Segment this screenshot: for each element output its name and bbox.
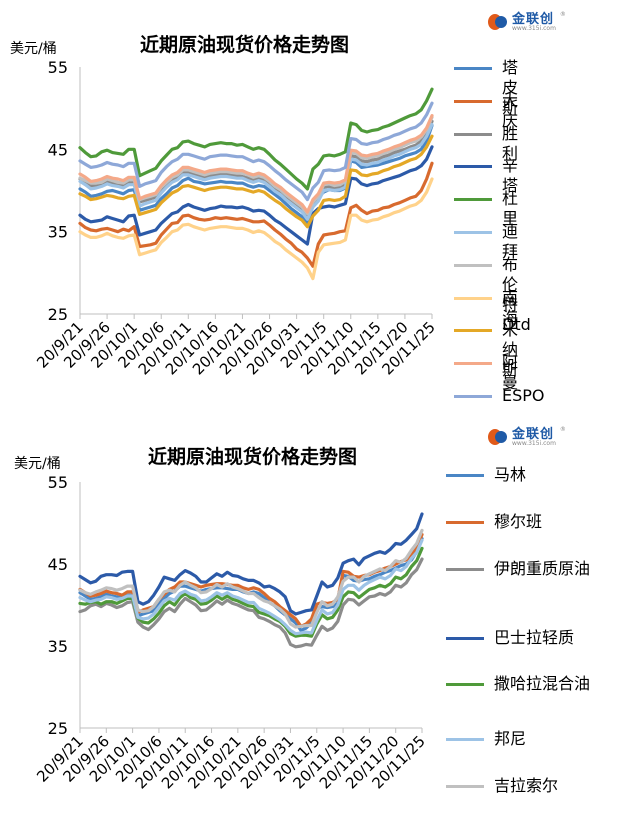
logo-text: 金联创 [512,426,555,442]
legend-item: 辛塔 [454,156,518,196]
legend-label: 穆尔班 [494,512,543,531]
logo-url: www.315i.com [512,439,556,447]
legend-label: 吉拉索尔 [494,776,559,795]
legend-item: 米纳斯 [454,320,518,380]
y-tick-label: 25 [48,305,68,324]
legend-item: 杜里 [454,189,518,229]
series-line [78,101,434,202]
logo-mark-icon [488,427,508,447]
legend-swatch [454,296,492,300]
brand-logo: 金联创 www.315i.com ® [488,425,566,447]
series-line [78,122,434,221]
legend-swatch [454,362,492,366]
legend-swatch [454,67,492,70]
legend-label: 撒哈拉混合油 [494,674,591,693]
y-tick-label: 25 [48,719,68,738]
legend-item: 马林 [446,465,614,488]
legend-label: 马林 [494,465,527,484]
legend-swatch [446,683,484,686]
legend-label: 杜里 [502,189,519,229]
legend-label: 大庆 [502,90,519,130]
logo-text: 金联创 [512,11,555,27]
logo-registered-mark: ® [559,425,566,433]
legend-swatch [454,395,492,398]
legend-item: 吉拉索尔 [446,776,614,799]
legend-label: 辛塔 [502,156,519,196]
series-line [78,512,424,616]
y-tick-label: 45 [48,140,68,159]
legend-label: 胜利 [502,123,519,163]
y-tick-label: 35 [48,223,68,242]
legend-swatch [454,231,492,234]
series-line [78,145,434,246]
logo-registered-mark: ® [559,10,566,18]
legend-item: 塔皮斯 [454,58,518,118]
series-line [78,161,434,268]
legend-item: ESPO [454,386,545,406]
legend-swatch [454,99,492,103]
legend-swatch [446,474,484,477]
y-axis-unit: 美元/桶 [10,41,57,57]
legend-item: 撒哈拉混合油 [446,674,614,697]
chart-panel-1: 近期原油现货价格走势图 美元/桶 金联创 www.315i.com ® 25 35… [0,0,620,410]
legend-swatch [454,165,492,169]
y-axis-unit: 美元/桶 [14,456,61,472]
legend-item: 巴士拉轻质 [446,628,614,651]
logo-mark-icon [488,12,508,32]
legend-item: 南海 [454,288,518,328]
legend-swatch [446,637,484,640]
series-line [78,528,424,629]
legend-label: 迪拜 [502,222,519,261]
legend-swatch [446,521,484,524]
legend-item: 大庆 [454,91,518,131]
brand-logo: 金联创 www.315i.com ® [488,10,566,32]
legend-item: 邦尼 [446,729,614,752]
legend-item: 穆尔班 [446,512,614,535]
legend-label: 米纳斯 [502,320,519,380]
legend-label: 南海 [502,287,519,327]
series-line [78,113,434,214]
chart-title: 近期原油现货价格走势图 [140,34,350,56]
legend-swatch [454,198,492,202]
legend-label: 布伦特Dtd [502,254,531,334]
chart-title: 近期原油现货价格走势图 [148,446,358,468]
legend-label: ESPO [502,386,545,405]
legend-item: 迪拜 [454,222,518,262]
legend-swatch [454,263,492,267]
chart-panel-2: 近期原油现货价格走势图 美元/桶 金联创 www.315i.com ® 25 35… [0,413,620,826]
y-tick-label: 55 [48,58,68,77]
series-line [78,119,434,219]
legend-swatch [454,132,492,136]
legend-item: 胜利 [454,124,518,164]
y-tick-label: 45 [48,555,68,574]
series-line [78,87,434,191]
legend-label: 邦尼 [494,729,527,748]
legend-swatch [454,329,492,333]
legend-item: 布伦特Dtd [454,255,531,335]
legend-swatch [446,785,484,788]
series-line [78,177,434,281]
series-line [78,538,424,636]
legend-label: 伊朗重质原油 [494,559,591,578]
series-line [78,134,434,229]
line-plot: 2535455520/9/2120/9/2620/10/120/10/620/1… [33,473,429,792]
legend-label: 巴士拉轻质 [494,628,575,647]
legend-label: 阿曼 [502,353,519,393]
logo-url: www.315i.com [512,24,556,32]
legend-label: 塔皮斯 [502,58,519,117]
legend-item: 伊朗重质原油 [446,559,614,582]
y-tick-label: 55 [48,473,68,492]
line-plot: 2535455520/9/2120/9/2620/10/120/10/620/1… [33,58,439,378]
legend-item: 阿曼 [454,353,518,393]
y-tick-label: 35 [48,637,68,656]
legend-swatch [446,568,484,571]
legend-swatch [446,738,484,741]
